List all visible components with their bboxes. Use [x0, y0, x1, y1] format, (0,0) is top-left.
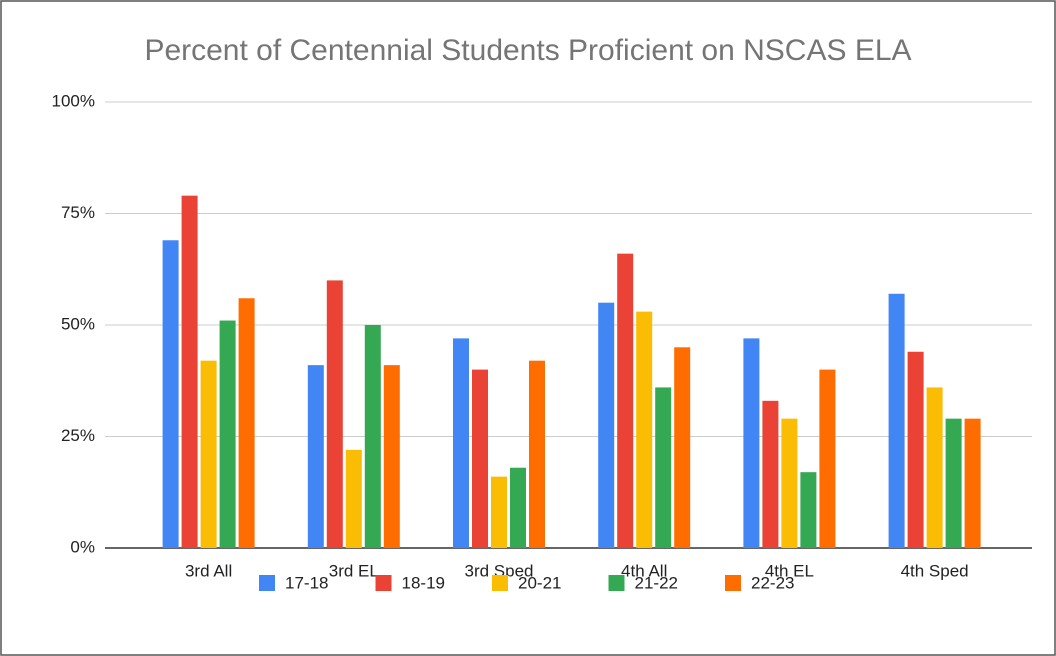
- bar: [472, 369, 488, 548]
- bar: [926, 387, 943, 548]
- bar: [945, 418, 962, 548]
- x-tick-label: 3rd EL: [329, 561, 379, 580]
- bar: [819, 369, 836, 548]
- legend-swatch: [725, 575, 741, 591]
- bar: [762, 400, 779, 548]
- bar: [964, 418, 981, 548]
- legend-label: 17-18: [285, 573, 328, 592]
- bar: [200, 360, 217, 548]
- bar: [162, 240, 179, 548]
- bar: [238, 298, 255, 548]
- bar: [617, 253, 634, 548]
- bar: [781, 418, 798, 548]
- y-tick-label: 0%: [70, 537, 95, 556]
- legend-label: 21-22: [635, 573, 678, 592]
- bar: [491, 476, 507, 548]
- bar: [888, 293, 905, 548]
- legend-swatch: [375, 575, 392, 591]
- bar: [453, 338, 469, 548]
- legend-swatch: [608, 575, 625, 591]
- legend-swatch: [492, 575, 508, 591]
- bar: [907, 351, 924, 548]
- bar: [364, 325, 381, 548]
- y-tick-label: 100%: [52, 91, 95, 110]
- legend-label: 18-19: [402, 573, 445, 592]
- y-tick-label: 75%: [61, 203, 95, 222]
- y-tick-label: 50%: [61, 314, 95, 333]
- chart-title: Percent of Centennial Students Proficien…: [144, 34, 911, 67]
- bar: [345, 449, 362, 548]
- legend-label: 20-21: [518, 573, 561, 592]
- legend-swatch: [259, 575, 275, 591]
- bar: [510, 467, 526, 548]
- bar: [655, 387, 672, 548]
- bar: [326, 280, 343, 548]
- x-tick-label: 4th Sped: [901, 561, 969, 580]
- legend-label: 22-23: [751, 573, 794, 592]
- x-tick-label: 4th All: [621, 561, 667, 580]
- bar: [743, 338, 760, 548]
- bar: [800, 472, 817, 548]
- bar: [383, 365, 400, 548]
- x-tick-label: 4th EL: [765, 561, 814, 580]
- bar: [598, 302, 615, 548]
- bar: [529, 360, 545, 548]
- x-tick-label: 3rd All: [185, 561, 232, 580]
- bar: [636, 311, 653, 548]
- bar: [307, 365, 324, 548]
- bar: [181, 195, 198, 548]
- y-tick-label: 25%: [61, 426, 95, 445]
- bar: [219, 320, 236, 548]
- x-tick-label: 3rd Sped: [465, 561, 534, 580]
- bar: [674, 347, 691, 548]
